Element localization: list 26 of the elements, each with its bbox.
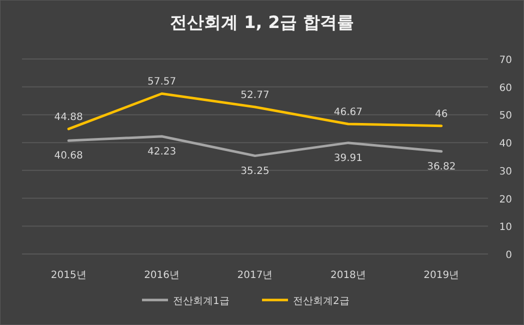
data-label: 46.67 xyxy=(334,106,363,118)
y-tick-label: 10 xyxy=(499,222,512,234)
y-tick-label: 60 xyxy=(499,82,512,94)
data-label: 42.23 xyxy=(147,146,176,158)
data-label: 57.57 xyxy=(147,76,176,88)
x-tick-label: 2019년 xyxy=(424,270,460,281)
y-tick-label: 70 xyxy=(499,55,512,66)
data-label: 36.82 xyxy=(427,161,456,172)
x-tick-label: 2018년 xyxy=(330,270,366,281)
y-tick-label: 40 xyxy=(499,138,512,150)
data-label: 44.88 xyxy=(54,112,83,123)
x-tick-label: 2015년 xyxy=(50,270,86,281)
data-label: 40.68 xyxy=(54,150,83,162)
legend-label: 전산회계2급 xyxy=(293,296,350,307)
y-tick-label: 0 xyxy=(506,250,512,261)
chart-title: 전산회계 1, 2급 합격률 xyxy=(170,13,354,33)
data-label: 35.25 xyxy=(240,166,270,177)
data-label: 46 xyxy=(435,108,448,120)
data-label: 52.77 xyxy=(240,90,270,101)
legend-label: 전산회계1급 xyxy=(173,296,230,307)
y-tick-label: 30 xyxy=(499,166,512,178)
data-label: 39.91 xyxy=(334,152,363,164)
y-tick-label: 20 xyxy=(499,194,512,206)
x-tick-label: 2016년 xyxy=(144,270,180,281)
x-tick-label: 2017년 xyxy=(237,270,273,281)
y-tick-label: 50 xyxy=(499,110,512,122)
